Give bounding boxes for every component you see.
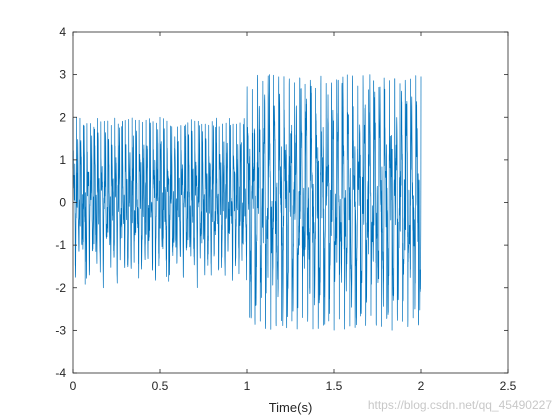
x-tick-label: 2 — [418, 379, 425, 393]
plot-area: 0 0.5 1 1.5 2 2.5 -4 -3 -2 -1 0 1 2 3 4 — [55, 25, 516, 393]
y-tick-label: -3 — [55, 323, 66, 337]
x-tick-label: 0 — [70, 379, 77, 393]
y-axis-ticks: -4 -3 -2 -1 0 1 2 3 4 — [55, 25, 508, 380]
y-tick-label: 1 — [59, 153, 66, 167]
signal-line — [72, 74, 422, 331]
x-tick-label: 1 — [244, 379, 251, 393]
x-tick-label: 1.5 — [326, 379, 343, 393]
y-tick-label: -2 — [55, 281, 66, 295]
y-tick-label: -1 — [55, 238, 66, 252]
signal-series — [72, 74, 422, 331]
y-tick-label: -4 — [55, 366, 66, 380]
y-tick-label: 4 — [59, 25, 66, 39]
x-axis-ticks: 0 0.5 1 1.5 2 2.5 — [70, 32, 517, 393]
x-axis-label: Time(s) — [269, 400, 313, 415]
y-tick-label: 3 — [59, 68, 66, 82]
watermark-text: https://blog.csdn.net/qq_45490227 — [368, 398, 552, 412]
y-tick-label: 2 — [59, 110, 66, 124]
x-tick-label: 0.5 — [152, 379, 169, 393]
x-tick-label: 2.5 — [500, 379, 517, 393]
y-tick-label: 0 — [59, 196, 66, 210]
